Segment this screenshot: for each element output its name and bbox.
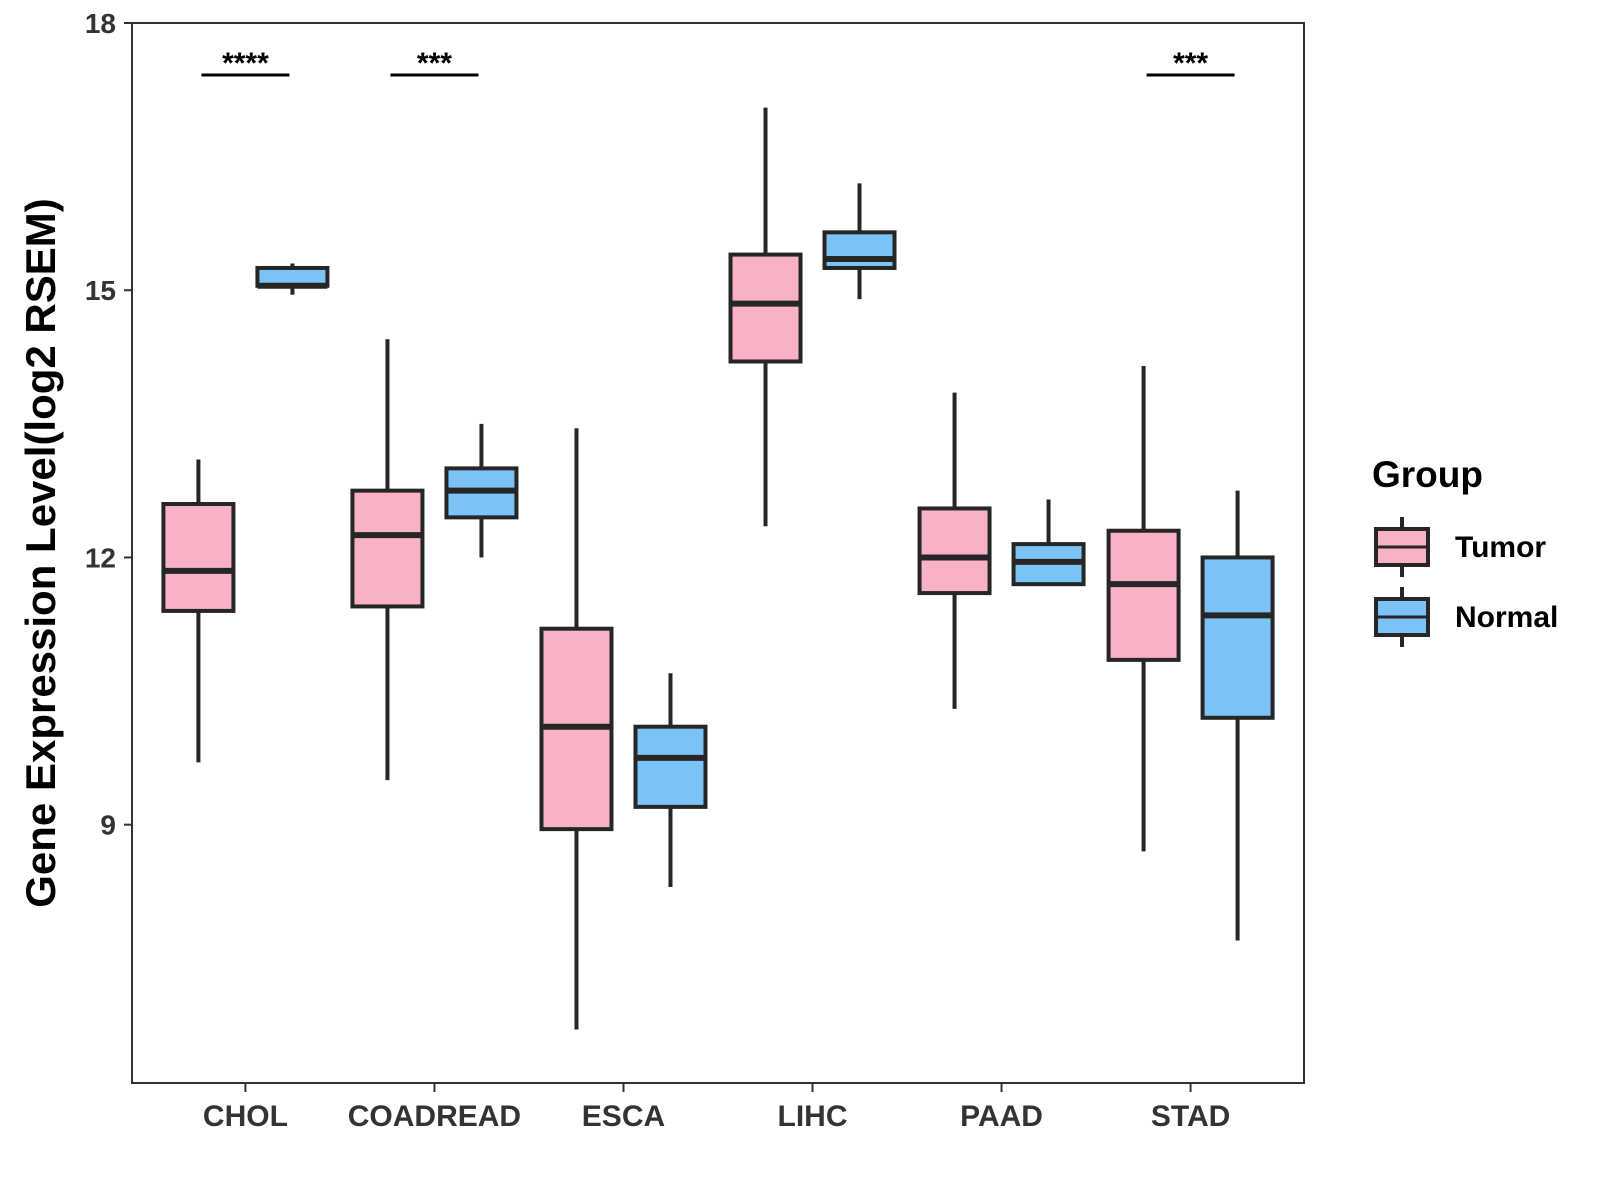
x-tick-label: CHOL: [203, 1100, 288, 1133]
box-body: [350, 488, 425, 609]
significance-label: ***: [1173, 47, 1208, 80]
y-tick-label: 9: [100, 810, 116, 841]
x-tick-label: ESCA: [582, 1100, 665, 1133]
box-body: [1106, 528, 1181, 662]
legend-entry-normal: Normal: [1374, 587, 1558, 647]
legend-entry-tumor: Tumor: [1374, 517, 1546, 577]
legend-label: Tumor: [1455, 531, 1546, 564]
box-normal-stad: [1200, 490, 1275, 941]
plot-panel: [131, 22, 1305, 1084]
box-body: [633, 724, 708, 809]
legend: Group Tumor Normal: [1372, 454, 1558, 647]
box-normal-esca: [633, 673, 708, 888]
box-tumor-coadread: [350, 339, 425, 781]
box-tumor-paad: [917, 392, 992, 709]
x-tick-label: PAAD: [960, 1100, 1043, 1133]
box-tumor-esca: [539, 428, 614, 1030]
significance-label: ****: [222, 47, 269, 80]
x-tick-label: STAD: [1151, 1100, 1230, 1133]
box-normal-paad: [1011, 499, 1086, 587]
y-tick-label: 18: [85, 8, 116, 39]
box-body: [161, 502, 236, 613]
box-body: [917, 506, 992, 596]
box-tumor-chol: [161, 459, 236, 763]
y-tick-label: 12: [85, 542, 116, 573]
box-normal-coadread: [444, 423, 519, 558]
box-normal-lihc: [822, 183, 897, 300]
legend-title: Group: [1372, 454, 1483, 495]
x-tick-label: LIHC: [778, 1100, 848, 1133]
significance-annotations: **** *** ***: [201, 47, 1235, 80]
box-body: [728, 252, 803, 364]
y-tick-label: 15: [85, 275, 116, 306]
box-body: [822, 230, 897, 270]
y-axis-title: Gene Expression Level(log2 RSEM): [17, 198, 64, 908]
box-tumor-stad: [1106, 365, 1181, 852]
y-axis: 9 12 15 18: [85, 8, 132, 841]
box-tumor-lihc: [728, 107, 803, 527]
legend-label: Normal: [1455, 601, 1558, 634]
x-tick-label: COADREAD: [348, 1100, 521, 1133]
box-body: [1200, 555, 1275, 720]
significance-label: ***: [417, 47, 452, 80]
box-normal-chol: [255, 263, 330, 295]
boxes: [161, 107, 1275, 1030]
x-axis: CHOL COADREAD ESCA LIHC PAAD STAD: [203, 1083, 1230, 1133]
